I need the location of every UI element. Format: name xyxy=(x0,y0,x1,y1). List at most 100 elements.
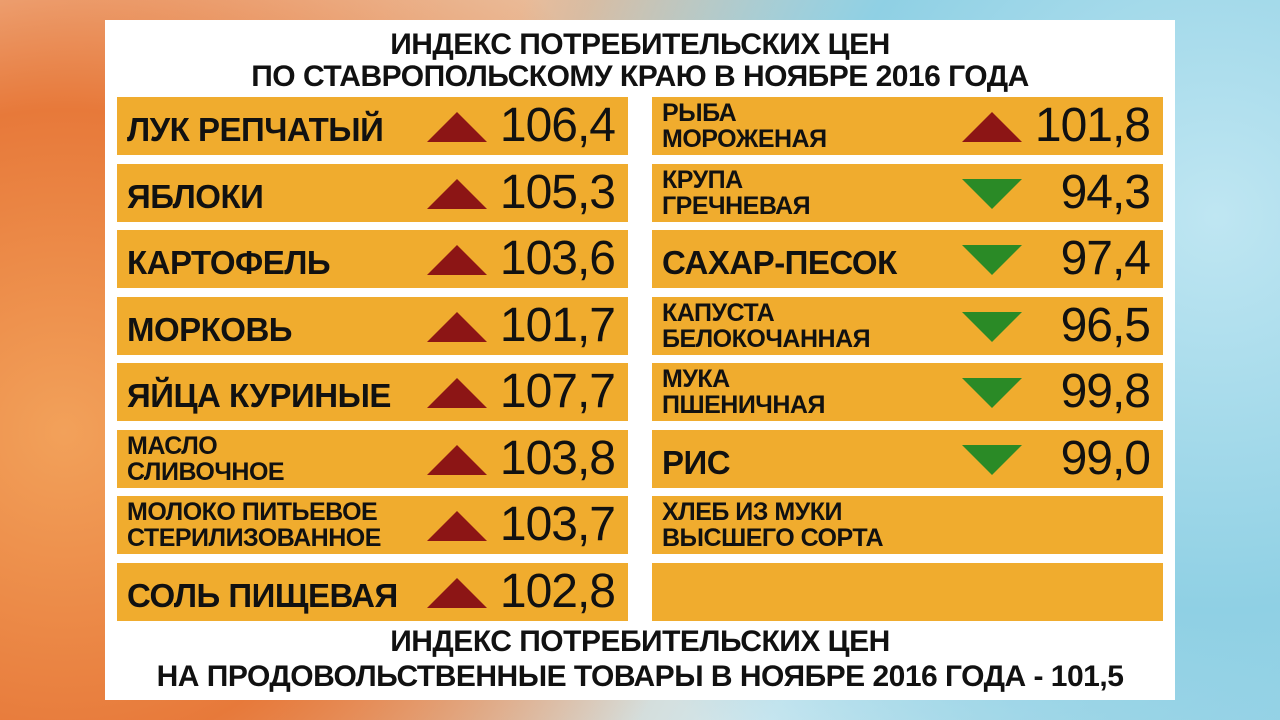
item-value: 103,6 xyxy=(499,232,616,285)
arrow-down xyxy=(962,178,1022,209)
arrow-down xyxy=(962,245,1022,275)
item-label: ЯБЛОКИ xyxy=(127,177,264,216)
item-label: ЯЙЦА КУРИНЫЕ xyxy=(127,377,391,415)
item-label: КАРТОФЕЛЬ xyxy=(127,244,331,282)
item-value: 102,8 xyxy=(499,564,616,618)
item-value: 101,8 xyxy=(1034,99,1151,152)
label-line: ЯЙЦА КУРИНЫЕ xyxy=(127,377,391,414)
item-value: 99,0 xyxy=(1060,431,1151,485)
label-line: ПШЕНИЧНАЯ xyxy=(662,391,825,419)
item-value: 107,7 xyxy=(499,365,616,418)
item-label: МОЛОКО ПИТЬЕВОЕ СТЕРИЛИЗОВАННОЕ xyxy=(127,499,381,551)
item-label: ЛУК РЕПЧАТЫЙ xyxy=(127,111,384,149)
price-row: МОРКОВЬ 101,7 xyxy=(117,296,628,355)
price-row: КАПУСТА БЕЛОКОЧАННАЯ 96,5 xyxy=(652,296,1163,355)
item-value: 106,4 xyxy=(499,99,616,152)
price-row: САХАР-ПЕСОК 97,4 xyxy=(652,230,1163,288)
arrow-up xyxy=(427,444,487,475)
arrow-shape xyxy=(962,378,1022,408)
label-line: МОЛОКО ПИТЬЕВОЕ xyxy=(127,498,378,526)
arrow-up xyxy=(427,511,487,541)
arrow-up xyxy=(962,112,1022,142)
item-label: МОРКОВЬ xyxy=(127,310,293,349)
price-row xyxy=(652,562,1163,621)
label-line: КРУПА xyxy=(662,165,743,194)
price-row: СОЛЬ ПИЩЕВАЯ 102,8 xyxy=(117,562,628,621)
item-label: СОЛЬ ПИЩЕВАЯ xyxy=(127,577,398,615)
price-row: ЯЙЦА КУРИНЫЕ 107,7 xyxy=(117,363,628,421)
arrow-shape xyxy=(427,311,487,342)
price-row: ЛУК РЕПЧАТЫЙ 106,4 xyxy=(117,97,628,155)
item-value: 94,3 xyxy=(1060,165,1151,219)
arrow-shape xyxy=(427,378,487,408)
price-row: ЯБЛОКИ 105,3 xyxy=(117,163,628,222)
label-line: БЕЛОКОЧАННАЯ xyxy=(662,324,871,353)
label-line: СЛИВОЧНОЕ xyxy=(127,457,285,486)
arrow-shape xyxy=(962,311,1022,342)
label-line: СТЕРИЛИЗОВАННОЕ xyxy=(127,524,381,552)
price-row: РЫБА МОРОЖЕНАЯ 101,8 xyxy=(652,97,1163,155)
arrow-shape xyxy=(427,112,487,142)
arrow-up xyxy=(427,112,487,142)
arrow-down xyxy=(962,311,1022,342)
label-line: КАПУСТА xyxy=(662,298,775,327)
label-line: РИС xyxy=(662,443,731,481)
item-value: 103,7 xyxy=(499,498,616,551)
footer-title: НА ПРОДОВОЛЬСТВЕННЫЕ ТОВАРЫ В НОЯБРЕ 201… xyxy=(156,660,1124,693)
item-value: 97,4 xyxy=(1060,232,1151,285)
label-line: ЯБЛОКИ xyxy=(127,177,264,215)
price-row: КРУПА ГРЕЧНЕВАЯ 94,3 xyxy=(652,163,1163,222)
item-label: САХАР-ПЕСОК xyxy=(662,244,897,282)
label-line: ХЛЕБ ИЗ МУКИ xyxy=(662,498,843,526)
arrow-up xyxy=(427,577,487,608)
header-title: ПО СТАВРОПОЛЬСКОМУ КРАЮ В НОЯБРЕ 2016 ГО… xyxy=(251,60,1029,93)
item-value: 105,3 xyxy=(499,165,616,219)
arrow-up xyxy=(427,245,487,275)
item-label: КРУПА ГРЕЧНЕВАЯ xyxy=(662,165,811,220)
arrow-shape xyxy=(427,178,487,209)
arrow-shape xyxy=(427,577,487,608)
arrow-shape xyxy=(962,444,1022,475)
arrow-shape xyxy=(427,444,487,475)
price-row: РИС 99,0 xyxy=(652,429,1163,488)
label-line: РЫБА xyxy=(662,99,737,127)
arrow-up xyxy=(427,311,487,342)
price-row: МАСЛО СЛИВОЧНОЕ 103,8 xyxy=(117,429,628,488)
arrow-down xyxy=(962,444,1022,475)
label-line: ЛУК РЕПЧАТЫЙ xyxy=(127,111,384,148)
footer-title: ИНДЕКС ПОТРЕБИТЕЛЬСКИХ ЦЕН xyxy=(390,625,890,658)
header-title: ИНДЕКС ПОТРЕБИТЕЛЬСКИХ ЦЕН xyxy=(390,28,890,61)
item-label: МУКА ПШЕНИЧНАЯ xyxy=(662,366,825,418)
item-label: РИС xyxy=(662,443,731,482)
price-row: МУКА ПШЕНИЧНАЯ 99,8 xyxy=(652,363,1163,421)
price-row: МОЛОКО ПИТЬЕВОЕ СТЕРИЛИЗОВАННОЕ 103,7 xyxy=(117,496,628,554)
item-value: 103,8 xyxy=(499,431,616,485)
item-label: ХЛЕБ ИЗ МУКИ ВЫСШЕГО СОРТА xyxy=(662,498,884,552)
arrow-up xyxy=(427,178,487,209)
label-line: САХАР-ПЕСОК xyxy=(662,244,897,281)
arrow-shape xyxy=(962,178,1022,209)
item-value: 96,5 xyxy=(1060,298,1151,352)
item-value: 101,7 xyxy=(499,298,616,352)
label-line: ГРЕЧНЕВАЯ xyxy=(662,191,811,220)
info-panel: ИНДЕКС ПОТРЕБИТЕЛЬСКИХ ЦЕН ПО СТАВРОПОЛЬС… xyxy=(105,20,1175,700)
label-line: МОРКОВЬ xyxy=(127,310,293,348)
label-line: СОЛЬ ПИЩЕВАЯ xyxy=(127,576,398,614)
label-line: МОРОЖЕНАЯ xyxy=(662,125,827,153)
item-label: КАПУСТА БЕЛОКОЧАННАЯ xyxy=(662,298,871,353)
arrow-down xyxy=(962,378,1022,408)
arrow-up xyxy=(427,378,487,408)
arrow-shape xyxy=(427,511,487,541)
label-line: КАРТОФЕЛЬ xyxy=(127,244,331,281)
arrow-shape xyxy=(427,245,487,275)
price-row: КАРТОФЕЛЬ 103,6 xyxy=(117,230,628,288)
arrow-shape xyxy=(962,112,1022,142)
label-line: ВЫСШЕГО СОРТА xyxy=(662,524,884,552)
label-line: МАСЛО xyxy=(127,431,218,460)
label-line: МУКА xyxy=(662,365,730,393)
price-row: ХЛЕБ ИЗ МУКИ ВЫСШЕГО СОРТА xyxy=(652,496,1163,554)
item-label: МАСЛО СЛИВОЧНОЕ xyxy=(127,431,285,486)
item-label: РЫБА МОРОЖЕНАЯ xyxy=(662,100,827,152)
item-value: 99,8 xyxy=(1060,365,1151,418)
